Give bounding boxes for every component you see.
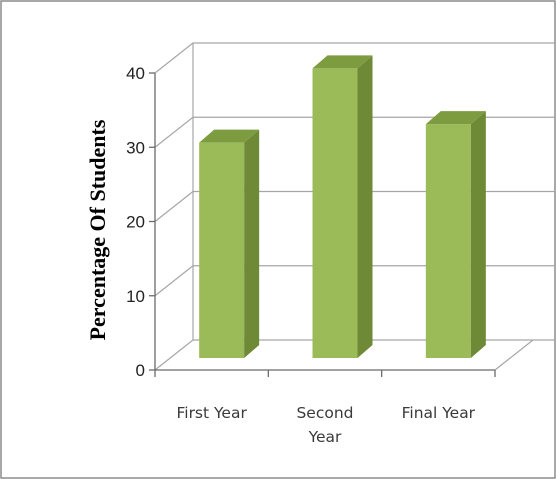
bar-first-year [199, 129, 260, 358]
bar-side [244, 129, 260, 358]
bar-final-year [425, 111, 486, 358]
bar-top [199, 129, 260, 143]
y-tick-label: 0 [136, 361, 145, 380]
y-tick-label: 10 [126, 287, 145, 306]
x-tick-label: First Year [176, 404, 247, 422]
y-tick-labels: 0 10 20 30 40 [126, 64, 145, 380]
x-tick-labels: First Year Second Year Final Year [176, 404, 475, 446]
y-tick-label: 20 [126, 213, 145, 232]
y-tick-label: 30 [126, 138, 145, 157]
bar-top [425, 111, 486, 125]
bars [199, 55, 486, 359]
y-axis-label: Percentage Of Students [85, 119, 110, 340]
bar-second-year [312, 55, 373, 359]
y-tick-label: 40 [126, 64, 145, 83]
x-tick-label: Second Year [296, 404, 353, 446]
axes [149, 72, 496, 377]
x-tick-label: Final Year [402, 404, 476, 422]
bar-front [312, 68, 358, 359]
bar-front [425, 124, 471, 358]
bar-top [312, 55, 373, 69]
bar-front [199, 142, 245, 358]
floor-edge [494, 339, 534, 371]
bar-side [470, 111, 486, 358]
bar-side [357, 55, 373, 359]
